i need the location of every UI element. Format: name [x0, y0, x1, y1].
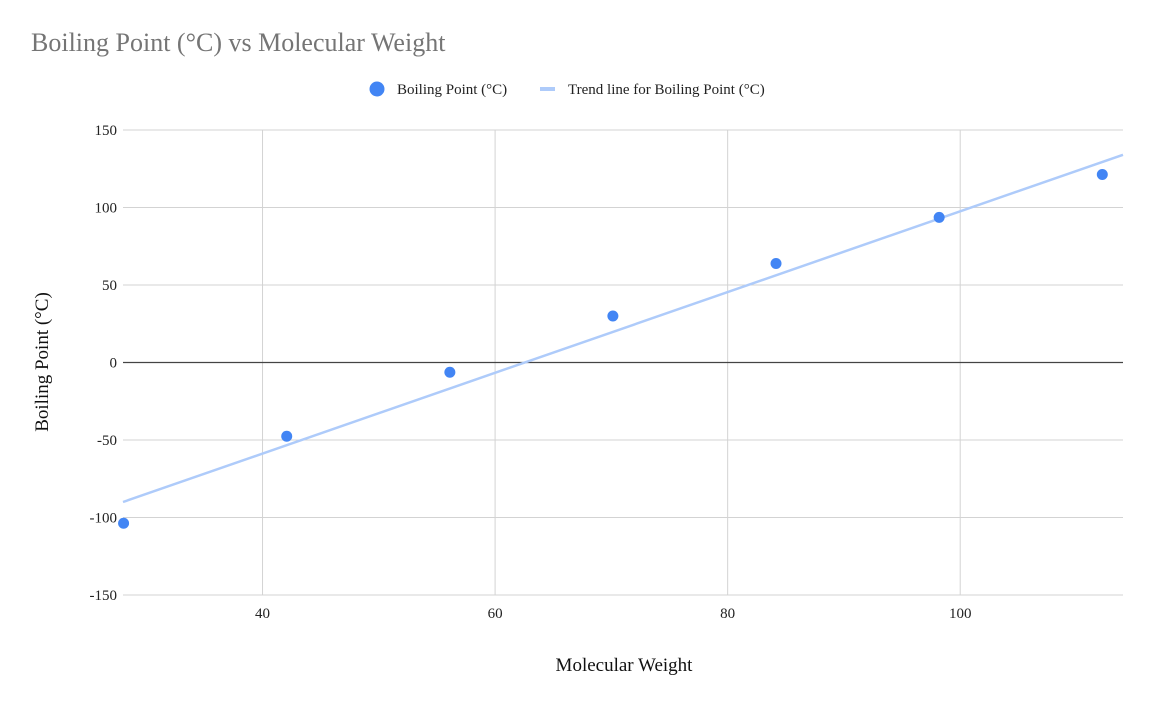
data-point	[1096, 168, 1108, 180]
legend-label-boiling-point: Boiling Point (°C)	[397, 82, 507, 98]
x-tick-label: 100	[949, 606, 972, 622]
chart-title: Boiling Point (°C) vs Molecular Weight	[31, 28, 446, 57]
x-axis-title: Molecular Weight	[556, 655, 694, 676]
x-tick-label: 80	[720, 606, 735, 622]
y-axis-ticks: -150 -100 -50 0 50 100 150	[90, 123, 118, 604]
trend-line	[122, 153, 1124, 504]
legend-marker-trend-line	[540, 87, 555, 91]
trendline-layer	[122, 153, 1124, 504]
y-tick-label: -50	[97, 433, 117, 449]
y-tick-label: 150	[95, 123, 118, 139]
data-point	[607, 310, 619, 322]
x-axis-ticks: 40 60 80 100	[255, 606, 971, 622]
legend-label-trend-line: Trend line for Boiling Point (°C)	[568, 82, 765, 98]
data-point	[118, 517, 130, 529]
data-point	[444, 366, 456, 378]
data-points	[118, 168, 1108, 529]
y-tick-label: 50	[102, 278, 117, 294]
y-tick-label: 0	[110, 356, 118, 372]
legend: Boiling Point (°C) Trend line for Boilin…	[369, 81, 765, 98]
data-point	[770, 257, 782, 269]
legend-marker-boiling-point	[369, 81, 385, 97]
data-point	[933, 211, 945, 223]
x-tick-label: 40	[255, 606, 270, 622]
y-tick-label: -100	[90, 511, 118, 527]
y-tick-label: 100	[95, 201, 118, 217]
data-point	[281, 430, 293, 442]
x-tick-label: 60	[488, 606, 503, 622]
y-axis-title: Boiling Point (°C)	[32, 292, 53, 432]
y-tick-label: -150	[90, 588, 118, 604]
